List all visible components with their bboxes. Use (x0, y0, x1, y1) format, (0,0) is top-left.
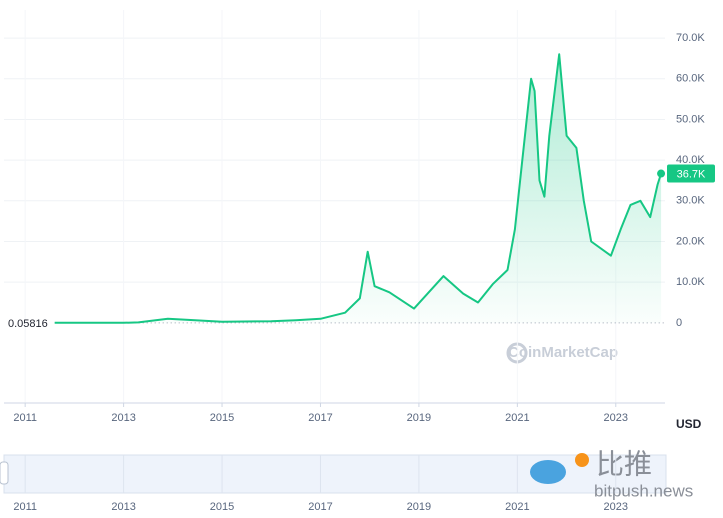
navigator-tick-label: 2011 (13, 501, 37, 513)
y-tick-label: 0 (676, 317, 682, 329)
overlay-logo (530, 453, 589, 484)
overlay-title: 比推 (596, 448, 652, 479)
x-tick-label: 2013 (111, 412, 135, 424)
watermark: CoinMarketCap (508, 344, 618, 361)
x-tick-label: 2015 (210, 412, 234, 424)
x-tick-label: 2021 (505, 412, 529, 424)
y-tick-label: 10.0K (676, 276, 705, 288)
current-price-label: 36.7K (677, 168, 706, 180)
navigator-tick-label: 2013 (111, 501, 135, 513)
navigator-tick-label: 2015 (210, 501, 234, 513)
x-tick-label: 2023 (604, 412, 628, 424)
coin (575, 453, 589, 467)
currency-label: USD (676, 417, 702, 431)
current-price-dot (657, 169, 666, 178)
navigator[interactable] (3, 454, 667, 494)
navigator-tick-label: 2021 (505, 501, 529, 513)
y-tick-label: 50.0K (676, 113, 705, 125)
y-tick-label: 60.0K (676, 73, 705, 85)
area-fill (54, 54, 662, 323)
current-price-tag (667, 164, 715, 183)
y-tick-label: 40.0K (676, 154, 705, 166)
navigator-tick-label: 2023 (604, 501, 628, 513)
navigator-handle[interactable] (0, 461, 9, 485)
x-tick-label: 2011 (13, 412, 37, 424)
navigator-tick-label: 2019 (407, 501, 431, 513)
y-tick-label: 70.0K (676, 32, 705, 44)
x-tick-label: 2019 (407, 412, 431, 424)
x-tick-label: 2017 (308, 412, 332, 424)
overlay-site: bitpush.news (594, 481, 693, 500)
y-tick-label: 30.0K (676, 195, 705, 207)
start-price-label: 0.05816 (8, 318, 48, 330)
navigator-tick-label: 2017 (308, 501, 332, 513)
price-line (54, 53, 663, 324)
bird (530, 460, 566, 484)
y-tick-label: 20.0K (676, 235, 705, 247)
